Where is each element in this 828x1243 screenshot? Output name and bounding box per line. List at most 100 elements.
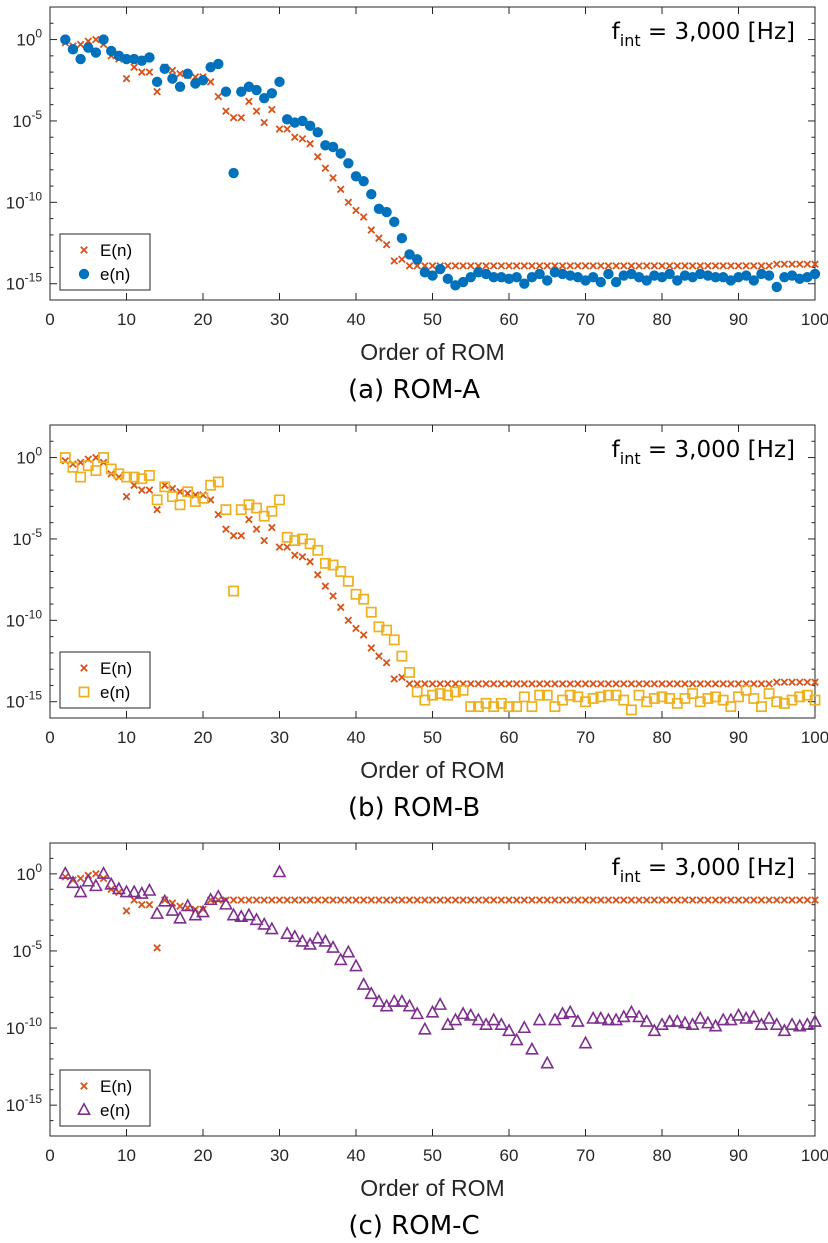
data-point	[731, 1007, 746, 1021]
data-point	[474, 896, 483, 904]
data-point	[589, 261, 597, 270]
data-point	[551, 896, 559, 904]
frequency-annotation: fint = 3,000 [Hz]	[612, 437, 795, 468]
data-point	[497, 261, 506, 270]
data-point	[658, 679, 666, 688]
data-point	[595, 691, 607, 703]
axes-box	[49, 6, 816, 301]
data-point	[336, 185, 345, 194]
data-point	[303, 936, 318, 950]
data-point	[226, 907, 241, 921]
data-point	[92, 870, 100, 878]
data-point	[534, 689, 546, 701]
data-point	[716, 1012, 731, 1026]
data-point	[166, 491, 178, 503]
data-point	[434, 688, 446, 700]
data-point	[811, 896, 819, 904]
data-point	[525, 1041, 539, 1055]
y-tick-label: 10-5	[12, 526, 42, 549]
data-point	[96, 865, 111, 879]
data-point	[344, 896, 353, 904]
x-tick-label: 90	[729, 310, 748, 329]
data-point	[696, 261, 705, 270]
data-point	[356, 976, 371, 990]
data-point	[681, 261, 689, 270]
data-point	[520, 896, 529, 904]
data-point	[771, 281, 782, 293]
x-axis-label: Order of ROM	[360, 1175, 504, 1201]
data-point	[769, 1017, 784, 1030]
data-point	[159, 481, 171, 493]
x-tick-label: 80	[653, 1146, 672, 1165]
data-point	[670, 1013, 685, 1027]
data-point	[710, 272, 721, 283]
data-point	[765, 679, 773, 688]
data-point	[780, 260, 789, 269]
data-point	[229, 531, 238, 540]
data-point	[749, 896, 758, 904]
data-point	[388, 634, 400, 646]
data-point	[719, 261, 728, 270]
data-point	[635, 896, 643, 904]
data-point	[319, 557, 331, 569]
data-point	[237, 113, 246, 122]
y-tick-label: 10-5	[12, 108, 42, 131]
x-tick-label: 100	[801, 1146, 828, 1165]
x-tick-label: 20	[194, 310, 213, 329]
data-point	[795, 678, 804, 687]
data-point	[482, 261, 490, 270]
data-point	[127, 884, 142, 898]
data-point	[612, 261, 620, 270]
data-point	[405, 896, 414, 904]
legend-marker	[80, 246, 88, 254]
data-point	[505, 896, 513, 904]
data-point	[688, 679, 697, 688]
data-point	[443, 261, 452, 270]
data-point	[734, 261, 743, 270]
data-point	[326, 939, 340, 953]
data-point	[733, 691, 744, 703]
data-point	[673, 679, 682, 688]
data-point	[176, 902, 184, 911]
data-point	[260, 118, 269, 127]
data-point	[619, 896, 628, 904]
data-point	[343, 158, 354, 169]
data-point	[604, 261, 613, 270]
data-point	[558, 679, 567, 688]
x-tick-label: 40	[347, 728, 366, 747]
panel-caption: (c) ROM-C	[348, 1211, 479, 1241]
data-point	[220, 504, 232, 516]
data-point	[482, 896, 490, 904]
legend: E(n) e(n)	[59, 1069, 151, 1127]
data-point	[811, 678, 819, 687]
data-point	[182, 68, 193, 79]
series-E(n)	[61, 870, 819, 952]
data-point	[359, 213, 368, 221]
data-point	[788, 260, 796, 269]
data-point	[602, 689, 614, 701]
data-point	[266, 88, 278, 99]
data-point	[589, 679, 597, 688]
data-point	[75, 471, 87, 483]
data-point	[763, 688, 775, 700]
data-point	[336, 603, 345, 612]
data-point	[313, 152, 322, 161]
data-point	[641, 696, 653, 708]
data-point	[497, 679, 506, 688]
data-point	[748, 275, 759, 286]
data-point	[359, 631, 368, 639]
data-point	[700, 1015, 715, 1029]
data-point	[137, 900, 146, 909]
data-point	[373, 621, 385, 633]
data-point	[505, 679, 513, 688]
data-point	[633, 689, 645, 701]
x-tick-label: 50	[423, 310, 442, 329]
data-point	[104, 876, 119, 890]
data-point	[404, 666, 416, 678]
data-point	[688, 261, 697, 270]
data-point	[229, 896, 238, 904]
data-point	[365, 606, 377, 618]
data-point	[632, 1009, 646, 1023]
data-point	[220, 86, 232, 97]
